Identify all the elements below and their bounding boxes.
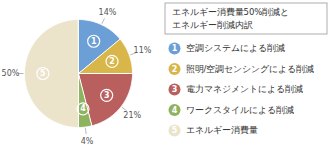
svg-text:4: 4 bbox=[172, 106, 178, 115]
svg-text:エネルギー消費量50%削減と: エネルギー消費量50%削減と bbox=[172, 7, 290, 17]
svg-text:5: 5 bbox=[40, 69, 46, 78]
svg-text:21%: 21% bbox=[123, 111, 141, 120]
svg-text:4%: 4% bbox=[81, 137, 94, 146]
svg-text:空調システムによる削減: 空調システムによる削減 bbox=[186, 43, 285, 53]
svg-text:3: 3 bbox=[104, 91, 110, 100]
svg-text:5: 5 bbox=[172, 126, 178, 135]
svg-text:1: 1 bbox=[172, 44, 178, 53]
svg-text:50%: 50% bbox=[2, 69, 20, 78]
svg-text:4: 4 bbox=[80, 104, 86, 113]
svg-text:11%: 11% bbox=[134, 46, 152, 55]
svg-text:3: 3 bbox=[172, 85, 178, 94]
svg-text:1: 1 bbox=[91, 37, 97, 46]
svg-text:エネルギー削減内訳: エネルギー削減内訳 bbox=[172, 20, 253, 30]
svg-text:2: 2 bbox=[109, 57, 115, 66]
svg-text:エネルギー消費量: エネルギー消費量 bbox=[186, 125, 258, 135]
svg-text:ワークスタイルによる削減: ワークスタイルによる削減 bbox=[186, 105, 294, 115]
svg-text:電力マネジメントによる削減: 電力マネジメントによる削減 bbox=[186, 84, 303, 94]
svg-text:14%: 14% bbox=[99, 8, 117, 17]
svg-text:照明/空調センシングによる削減: 照明/空調センシングによる削減 bbox=[186, 64, 315, 74]
svg-text:2: 2 bbox=[172, 65, 178, 74]
